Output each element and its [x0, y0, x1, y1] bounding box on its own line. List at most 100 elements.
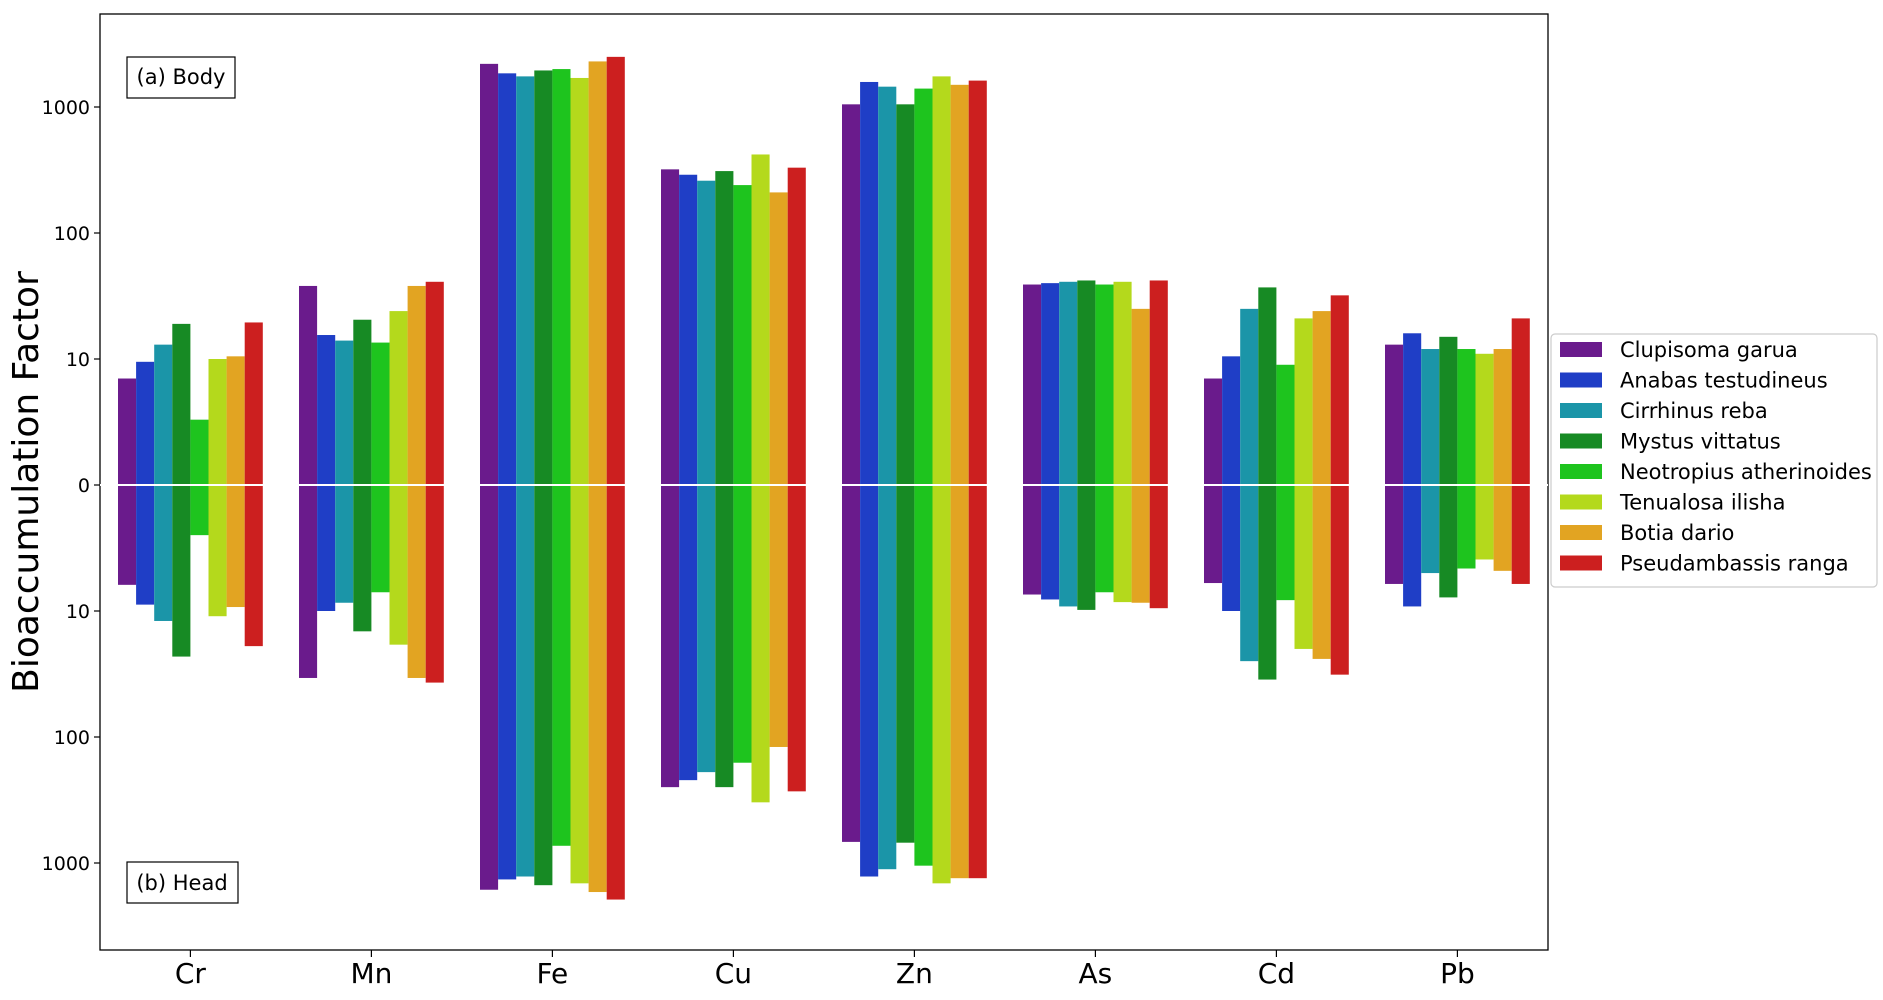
x-tick-label-fe: Fe — [536, 957, 568, 990]
bar-body-pb-6 — [1475, 353, 1494, 485]
bar-head-zn-2 — [860, 485, 879, 877]
bar-body-zn-6 — [932, 76, 951, 486]
bar-body-cr-2 — [136, 361, 155, 485]
bar-body-cr-7 — [226, 356, 245, 485]
bar-head-cu-5 — [733, 485, 752, 763]
panel-label-body-text: (a) Body — [137, 65, 226, 89]
bar-head-pb-4 — [1439, 485, 1458, 598]
bar-body-fe-4 — [534, 70, 553, 486]
bar-head-cr-3 — [154, 485, 173, 621]
bar-body-cd-4 — [1258, 287, 1277, 485]
bar-body-pb-1 — [1385, 344, 1404, 485]
bar-body-cu-2 — [679, 174, 698, 485]
bar-head-zn-6 — [932, 485, 951, 884]
bar-body-cd-3 — [1240, 308, 1259, 485]
bar-head-cr-1 — [118, 485, 137, 585]
legend-entry-8: Pseudambassis ranga — [1620, 552, 1849, 576]
x-tick-label-as: As — [1079, 957, 1113, 990]
x-tick-label-cr: Cr — [175, 957, 207, 990]
bar-body-cu-6 — [751, 154, 770, 486]
bar-body-as-8 — [1149, 280, 1168, 485]
legend-entry-3: Cirrhinus reba — [1620, 399, 1768, 423]
bar-body-fe-5 — [552, 69, 571, 485]
bar-body-fe-6 — [570, 77, 589, 485]
bar-head-mn-4 — [353, 485, 372, 632]
bar-body-mn-8 — [425, 281, 444, 485]
x-tick-label-pb: Pb — [1440, 957, 1475, 990]
bar-head-pb-8 — [1511, 485, 1530, 584]
bar-body-zn-5 — [914, 88, 933, 486]
bar-head-cu-4 — [715, 485, 734, 788]
panel-label-body: (a) Body — [126, 56, 236, 99]
bar-head-pb-2 — [1403, 485, 1422, 607]
legend-swatch-2 — [1560, 372, 1602, 388]
bar-body-cr-5 — [190, 419, 209, 485]
bar-body-zn-1 — [842, 104, 861, 486]
bar-body-mn-1 — [299, 285, 318, 485]
bar-body-mn-2 — [317, 335, 336, 485]
legend-swatch-3 — [1560, 403, 1602, 418]
bar-body-zn-2 — [860, 81, 879, 485]
bar-head-pb-5 — [1457, 485, 1476, 569]
bar-head-cr-8 — [244, 485, 263, 647]
bar-head-pb-6 — [1475, 485, 1494, 560]
bar-head-fe-8 — [606, 485, 625, 900]
legend-swatch-8 — [1560, 555, 1602, 571]
bar-head-cr-6 — [208, 485, 227, 617]
bar-head-fe-4 — [534, 485, 553, 886]
bar-body-cd-8 — [1330, 295, 1349, 485]
bar-body-cd-5 — [1276, 364, 1295, 485]
x-tick-label-cd: Cd — [1258, 957, 1295, 990]
bar-body-mn-3 — [335, 340, 354, 485]
bar-head-cr-5 — [190, 485, 209, 536]
legend-swatch-1 — [1560, 342, 1602, 357]
bar-body-fe-1 — [480, 63, 499, 486]
bar-head-as-8 — [1149, 485, 1168, 609]
bar-body-mn-5 — [371, 342, 390, 485]
bar-head-pb-3 — [1421, 485, 1440, 574]
x-tick-label-mn: Mn — [350, 957, 392, 990]
bar-head-fe-3 — [516, 485, 535, 877]
y-tick-label-top-10: 10 — [66, 349, 90, 371]
panel-label-head: (b) Head — [126, 861, 239, 904]
bar-body-as-4 — [1077, 280, 1096, 485]
legend-entry-4: Mystus vittatus — [1620, 430, 1781, 454]
bar-body-zn-3 — [878, 86, 897, 485]
bar-body-cd-1 — [1204, 378, 1223, 485]
bar-body-pb-2 — [1403, 333, 1422, 485]
bar-body-cu-5 — [733, 185, 752, 485]
bar-body-pb-4 — [1439, 336, 1458, 485]
bar-body-fe-2 — [498, 73, 517, 485]
bar-head-cr-2 — [136, 485, 155, 605]
bar-body-zn-8 — [968, 80, 987, 485]
x-tick-label-cu: Cu — [715, 957, 752, 990]
bar-head-zn-8 — [968, 485, 987, 879]
y-tick-label-top-100: 100 — [54, 223, 90, 245]
legend-entry-6: Tenualosa ilisha — [1619, 491, 1785, 515]
bar-head-cd-2 — [1222, 485, 1241, 611]
bar-head-pb-1 — [1385, 485, 1404, 584]
bar-body-as-7 — [1131, 308, 1150, 485]
bar-head-zn-7 — [950, 485, 969, 879]
bar-head-cu-3 — [697, 485, 716, 773]
bar-head-cu-2 — [679, 485, 698, 781]
bar-body-zn-4 — [896, 104, 915, 486]
bar-body-as-2 — [1041, 283, 1060, 485]
bar-head-as-2 — [1041, 485, 1060, 600]
bar-body-mn-6 — [389, 311, 408, 485]
bar-head-cu-1 — [661, 485, 680, 788]
bar-body-pb-7 — [1493, 349, 1512, 485]
bar-body-cd-6 — [1294, 318, 1313, 485]
bar-head-fe-7 — [588, 485, 607, 893]
bar-body-mn-4 — [353, 319, 372, 485]
x-axis: Cr Mn Fe Cu Zn As Cd Pb — [175, 950, 1475, 990]
bar-head-mn-2 — [317, 485, 336, 611]
bar-head-as-7 — [1131, 485, 1150, 603]
bar-body-cr-1 — [118, 378, 137, 485]
bar-head-cu-7 — [769, 485, 788, 747]
bar-body-pb-5 — [1457, 349, 1476, 485]
bar-head-zn-1 — [842, 485, 861, 842]
bar-body-cd-7 — [1312, 311, 1331, 485]
bar-body-cr-6 — [208, 359, 227, 485]
